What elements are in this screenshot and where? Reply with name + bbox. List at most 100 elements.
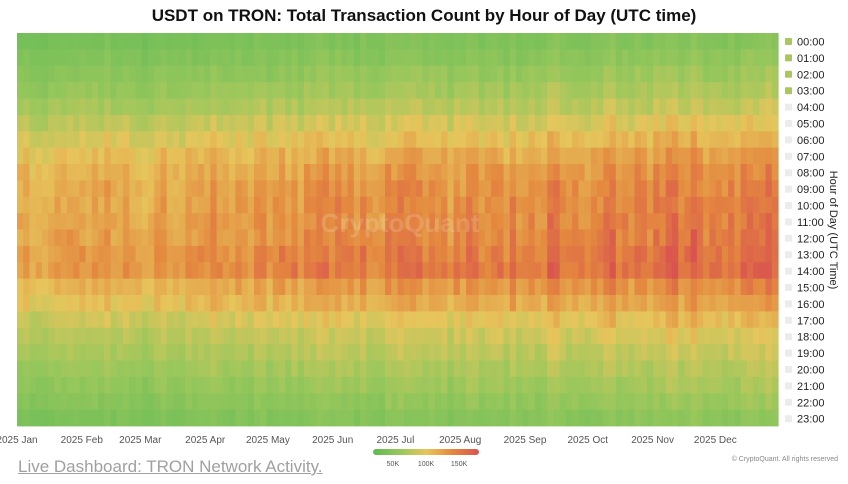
heatmap-cell <box>528 82 536 99</box>
heatmap-cell <box>166 180 174 198</box>
heatmap-cell <box>110 393 118 411</box>
legend-item-0400[interactable]: 04:00 <box>797 102 825 114</box>
legend-item-0000[interactable]: 00:00 <box>797 37 825 49</box>
legend-item-1000[interactable]: 10:00 <box>797 201 825 213</box>
heatmap-cell <box>347 82 355 99</box>
legend-item-1700[interactable]: 17:00 <box>797 315 825 327</box>
legend-item-2000[interactable]: 20:00 <box>797 365 825 377</box>
heatmap-cell <box>484 262 492 280</box>
heatmap-cell <box>497 98 505 116</box>
heatmap-cell <box>303 360 311 378</box>
heatmap-cell <box>322 311 330 329</box>
legend-swatch-0200[interactable] <box>785 70 792 78</box>
legend-swatch-1200[interactable] <box>785 234 792 242</box>
legend-item-0300[interactable]: 03:00 <box>797 86 825 98</box>
heatmap-cell <box>17 49 24 67</box>
legend-item-0100[interactable]: 01:00 <box>797 53 825 65</box>
legend-swatch-2300[interactable] <box>785 415 792 423</box>
heatmap-cell <box>241 393 249 411</box>
heatmap-cell <box>123 262 130 280</box>
heatmap-cell <box>60 344 68 361</box>
heatmap-cell <box>135 213 143 230</box>
legend-swatch-1000[interactable] <box>785 202 792 209</box>
heatmap-cell <box>491 196 498 214</box>
legend-item-2100[interactable]: 21:00 <box>797 381 825 393</box>
legend-swatch-2000[interactable] <box>785 366 792 373</box>
legend-swatch-1300[interactable] <box>785 251 792 259</box>
legend-item-0900[interactable]: 09:00 <box>797 184 825 196</box>
heatmap-cell <box>696 65 704 83</box>
legend-swatch-0700[interactable] <box>785 152 792 160</box>
heatmap-cell <box>753 376 760 394</box>
heatmap-cell <box>653 409 661 427</box>
legend-swatch-1800[interactable] <box>785 333 792 341</box>
heatmap-cell <box>434 245 442 263</box>
legend-swatch-0000[interactable] <box>785 38 792 45</box>
legend-swatch-0100[interactable] <box>785 54 792 62</box>
heatmap-cell <box>528 180 536 198</box>
heatmap-cell <box>123 114 130 132</box>
legend-item-2200[interactable]: 22:00 <box>797 397 825 409</box>
heatmap-cell <box>459 327 467 345</box>
legend-item-1900[interactable]: 19:00 <box>797 348 825 360</box>
legend-item-0600[interactable]: 06:00 <box>797 135 825 147</box>
live-dashboard-link[interactable]: Live Dashboard: TRON Network Activity. <box>18 457 323 476</box>
legend-item-0500[interactable]: 05:00 <box>797 119 825 131</box>
legend-swatch-0900[interactable] <box>785 185 792 193</box>
legend-swatch-1600[interactable] <box>785 300 792 308</box>
heatmap-cell <box>416 196 424 214</box>
heatmap-cell <box>584 376 592 394</box>
heatmap-cell <box>179 65 187 83</box>
heatmap-cell <box>98 147 105 165</box>
heatmap-cell <box>316 196 324 214</box>
heatmap-cell <box>385 114 392 132</box>
legend-swatch-0600[interactable] <box>785 136 792 144</box>
heatmap-cell <box>216 295 224 312</box>
legend-item-1200[interactable]: 12:00 <box>797 233 825 245</box>
heatmap-cell <box>734 311 742 329</box>
legend-swatch-1100[interactable] <box>785 218 792 226</box>
heatmap-cell <box>453 409 461 427</box>
legend-swatch-1400[interactable] <box>785 267 792 275</box>
legend-item-1400[interactable]: 14:00 <box>797 266 825 278</box>
heatmap-cell <box>678 278 686 296</box>
heatmap-cell <box>759 229 767 247</box>
legend-swatch-0400[interactable] <box>785 103 792 111</box>
legend-item-2300[interactable]: 23:00 <box>797 414 825 426</box>
heatmap-cell <box>23 278 31 296</box>
legend-swatch-1500[interactable] <box>785 284 792 291</box>
legend-swatch-0500[interactable] <box>785 120 792 127</box>
heatmap-cell <box>659 344 667 361</box>
legend-item-1800[interactable]: 18:00 <box>797 332 825 344</box>
legend-item-1300[interactable]: 13:00 <box>797 250 825 262</box>
heatmap-cell <box>366 49 374 67</box>
legend-swatch-1700[interactable] <box>785 316 792 324</box>
legend-swatch-1900[interactable] <box>785 349 792 357</box>
legend-swatch-2200[interactable] <box>785 398 792 406</box>
legend-item-1600[interactable]: 16:00 <box>797 299 825 311</box>
legend-swatch-0800[interactable] <box>785 169 792 177</box>
heatmap-cell <box>771 196 779 214</box>
heatmap-cell <box>447 327 455 345</box>
heatmap-cell <box>684 344 692 361</box>
heatmap-cell <box>734 164 742 181</box>
heatmap-cell <box>665 114 673 132</box>
heatmap-cell <box>422 180 430 198</box>
heatmap-cell <box>147 376 155 394</box>
legend-item-0700[interactable]: 07:00 <box>797 151 825 163</box>
heatmap-cell <box>559 262 567 280</box>
heatmap-cell <box>740 295 748 312</box>
heatmap-cell <box>360 82 367 99</box>
legend-swatch-2100[interactable] <box>785 382 792 390</box>
legend-item-1100[interactable]: 11:00 <box>797 217 824 229</box>
heatmap-cell <box>503 229 511 247</box>
legend-item-1500[interactable]: 15:00 <box>797 283 825 295</box>
legend-swatch-0300[interactable] <box>785 87 792 95</box>
legend-item-0800[interactable]: 08:00 <box>797 168 825 180</box>
heatmap-cell <box>534 393 542 411</box>
heatmap-cell <box>659 245 667 263</box>
heatmap-cell <box>690 213 698 230</box>
legend-item-0200[interactable]: 02:00 <box>797 69 825 81</box>
heatmap-cell <box>572 131 579 149</box>
heatmap-cell <box>416 114 424 132</box>
